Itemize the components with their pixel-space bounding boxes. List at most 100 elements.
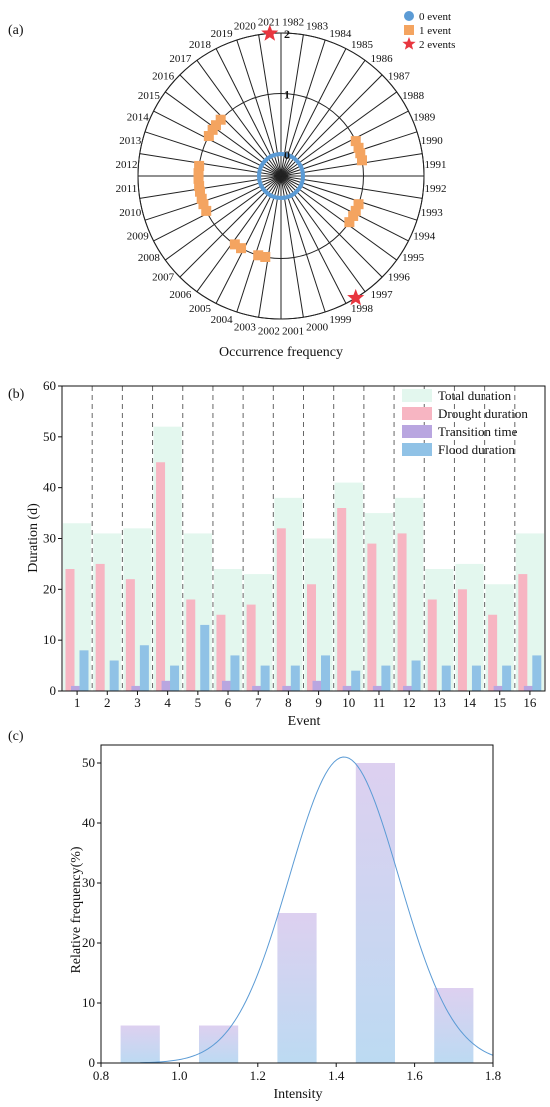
- one-event-marker: [201, 205, 212, 216]
- year-label: 2017: [169, 53, 192, 65]
- year-label: 2005: [189, 303, 212, 315]
- drought-duration-bar: [246, 604, 256, 691]
- year-label: 1993: [421, 207, 444, 219]
- legend-label: Drought duration: [438, 406, 528, 421]
- y-tick-label: 0: [89, 1055, 96, 1070]
- year-label: 2019: [211, 28, 234, 40]
- year-label: 2012: [115, 159, 137, 171]
- one-event-marker: [195, 186, 206, 197]
- year-label: 2011: [116, 183, 138, 195]
- drought-duration-bar: [216, 614, 226, 691]
- flood-duration-bar: [502, 665, 512, 691]
- intensity-histogram: 0.8 1.0 1.2 1.4 1.6 1.8 0 10 20 30 40 50: [82, 744, 501, 1083]
- one-event-marker: [350, 136, 361, 147]
- x-tick-label: 14: [463, 695, 477, 710]
- flood-duration-bar: [532, 655, 542, 691]
- year-label: 1988: [402, 90, 425, 102]
- y-tick-label: 30: [43, 531, 56, 546]
- plot-frame: [100, 744, 494, 1064]
- year-label: 1985: [351, 39, 374, 51]
- y-tick-label: 20: [82, 935, 95, 950]
- legend-label: 0 event: [419, 11, 451, 23]
- legend-label: Transition time: [438, 424, 518, 439]
- year-label: 2014: [127, 112, 150, 124]
- year-label: 1982: [282, 16, 304, 28]
- x-tick-label: 0.8: [93, 1068, 109, 1083]
- year-label: 2003: [234, 322, 257, 334]
- one-event-marker: [198, 199, 209, 210]
- x-tick-label: 1.4: [328, 1068, 345, 1083]
- year-label: 2010: [119, 207, 142, 219]
- intensity-x-title: Intensity: [274, 1087, 323, 1102]
- year-label: 2001: [282, 326, 304, 338]
- drought-duration-bar: [457, 589, 467, 691]
- year-label: 2006: [169, 289, 192, 301]
- radial-tick-label: 1: [284, 88, 290, 102]
- x-tick-label: 1: [74, 695, 81, 710]
- transition-time-bar: [312, 680, 322, 691]
- year-label: 1997: [371, 289, 394, 301]
- one-event-marker: [203, 131, 214, 142]
- x-tick-label: 16: [523, 695, 537, 710]
- y-tick-label: 50: [82, 755, 95, 770]
- year-label: 1998: [351, 303, 374, 315]
- duration-y-title: Duration (d): [26, 503, 41, 573]
- histogram-bar: [120, 1025, 160, 1063]
- one-event-marker: [350, 205, 361, 216]
- x-tick-label: 5: [195, 695, 202, 710]
- panel-b-label: (b): [8, 387, 25, 402]
- histogram-bar: [434, 988, 474, 1063]
- normal-fit-curve: [140, 756, 494, 1064]
- flood-duration-bar: [411, 660, 421, 691]
- drought-duration-bar: [427, 599, 437, 691]
- one-event-marker: [193, 173, 204, 184]
- one-event-marker: [355, 148, 366, 159]
- histogram-bar: [277, 913, 317, 1063]
- one-event-marker: [356, 155, 367, 166]
- transition-time-bar: [131, 685, 141, 691]
- year-label: 2007: [152, 272, 175, 284]
- drought-duration-bar: [186, 599, 196, 691]
- legend-swatch: [402, 389, 432, 402]
- year-label: 1996: [388, 272, 411, 284]
- one-event-marker: [353, 199, 364, 210]
- legend-circle-marker: [404, 11, 414, 21]
- two-event-marker: [261, 24, 279, 41]
- one-event-marker: [236, 243, 247, 254]
- x-tick-label: 4: [164, 695, 171, 710]
- y-tick-label: 50: [43, 429, 56, 444]
- x-tick-label: 8: [285, 695, 292, 710]
- one-event-marker: [260, 251, 271, 262]
- year-label: 1987: [388, 70, 411, 82]
- x-tick-label: 6: [225, 695, 232, 710]
- legend-swatch: [402, 425, 432, 438]
- flood-duration-bar: [230, 655, 240, 691]
- year-label: 2009: [127, 230, 150, 242]
- x-tick-label: 1.0: [171, 1068, 187, 1083]
- year-label: 1992: [425, 183, 447, 195]
- one-event-marker: [348, 210, 359, 221]
- drought-duration-bar: [276, 528, 286, 691]
- one-event-marker: [210, 120, 221, 131]
- legend-swatch: [402, 443, 432, 456]
- x-tick-label: 9: [315, 695, 322, 710]
- one-event-marker: [229, 239, 240, 250]
- transition-time-bar: [161, 680, 171, 691]
- year-label: 1986: [371, 53, 394, 65]
- year-label: 2004: [211, 314, 234, 326]
- year-label: 2016: [152, 70, 175, 82]
- zero-event-ring: [257, 152, 305, 200]
- histogram-bar: [355, 763, 395, 1063]
- x-tick-label: 12: [403, 695, 416, 710]
- year-label: 1994: [413, 230, 436, 242]
- transition-time-bar: [282, 685, 292, 691]
- y-tick-label: 10: [82, 995, 95, 1010]
- y-tick-label: 40: [82, 815, 95, 830]
- year-label: 1984: [329, 28, 352, 40]
- one-event-marker: [194, 160, 205, 171]
- drought-duration-bar: [397, 533, 407, 691]
- legend-label: 1 event: [419, 25, 451, 37]
- drought-duration-bar: [367, 543, 377, 691]
- flood-duration-bar: [290, 665, 300, 691]
- polar-legend: 0 event 1 event 2 events: [402, 11, 455, 51]
